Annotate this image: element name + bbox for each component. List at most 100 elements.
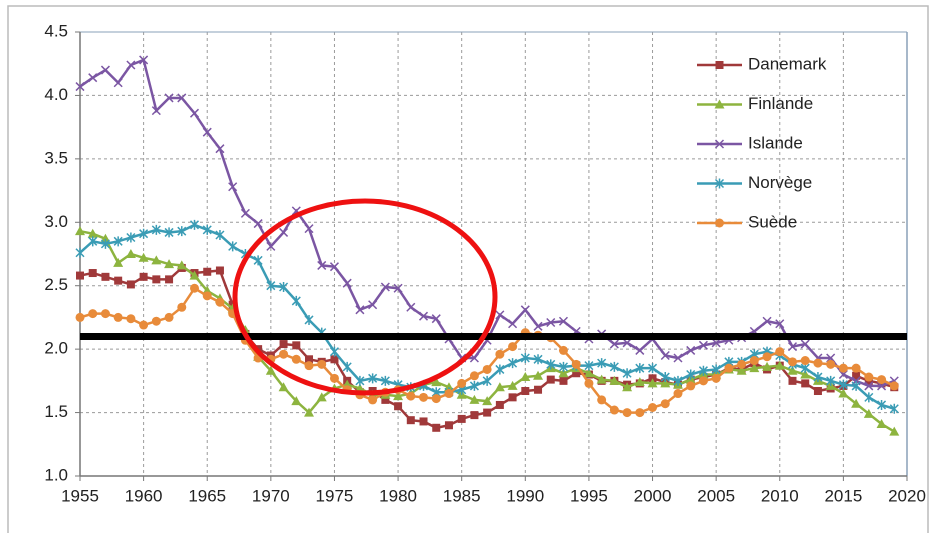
marker <box>813 387 822 396</box>
marker <box>381 395 390 404</box>
marker <box>838 388 849 398</box>
marker <box>660 372 670 383</box>
marker <box>432 423 441 432</box>
marker <box>826 375 836 386</box>
marker <box>801 379 810 388</box>
x-tick-label: 1985 <box>443 486 481 505</box>
marker <box>609 375 620 385</box>
marker <box>444 389 454 399</box>
marker <box>368 300 378 310</box>
marker <box>75 247 85 258</box>
marker <box>673 375 683 386</box>
marker <box>864 392 874 403</box>
marker <box>534 385 543 394</box>
marker <box>648 402 658 412</box>
marker <box>354 383 365 393</box>
marker <box>546 375 555 384</box>
marker <box>852 371 861 380</box>
x-tick-label: 2010 <box>761 486 799 505</box>
marker <box>139 228 149 239</box>
marker <box>482 396 493 406</box>
marker <box>317 359 327 369</box>
marker <box>75 82 85 92</box>
marker <box>521 387 530 396</box>
marker <box>711 373 721 383</box>
marker <box>533 354 543 365</box>
marker <box>240 208 250 218</box>
marker <box>152 275 161 284</box>
marker <box>202 127 212 137</box>
y-tick-label: 3.5 <box>44 148 68 167</box>
marker <box>494 382 505 392</box>
marker <box>762 361 773 371</box>
marker <box>686 369 696 380</box>
marker <box>838 369 848 380</box>
marker <box>558 368 569 378</box>
marker <box>889 381 899 391</box>
legend-label: Finlande <box>748 94 813 113</box>
marker <box>724 363 734 373</box>
marker <box>673 389 683 399</box>
marker <box>164 227 174 238</box>
marker <box>698 365 708 376</box>
marker <box>597 358 607 369</box>
marker <box>393 283 403 293</box>
marker <box>749 363 760 373</box>
marker <box>698 340 708 350</box>
x-tick-label: 1955 <box>61 486 99 505</box>
marker <box>177 93 187 103</box>
marker <box>864 381 874 391</box>
marker <box>609 405 619 415</box>
marker <box>483 408 492 417</box>
marker <box>317 260 327 270</box>
legend-label: Danemark <box>748 54 827 73</box>
marker <box>714 99 725 109</box>
marker <box>826 359 836 369</box>
marker <box>189 219 200 230</box>
marker <box>304 361 314 371</box>
marker <box>368 373 378 384</box>
marker <box>508 393 517 402</box>
marker <box>406 302 416 312</box>
marker <box>215 297 225 307</box>
marker <box>406 416 415 425</box>
marker <box>329 346 339 357</box>
marker <box>126 280 135 289</box>
marker <box>673 353 683 363</box>
legend-label: Suède <box>748 212 797 231</box>
marker <box>203 267 212 276</box>
marker <box>609 339 619 349</box>
marker <box>838 379 848 390</box>
marker <box>469 394 480 404</box>
marker <box>394 402 403 411</box>
marker <box>418 311 429 321</box>
marker <box>495 364 505 375</box>
marker <box>508 358 518 369</box>
marker <box>151 316 161 326</box>
x-tick-label: 1960 <box>125 486 163 505</box>
marker <box>533 370 544 380</box>
marker <box>715 218 724 228</box>
marker <box>660 350 670 361</box>
marker <box>863 408 874 418</box>
x-tick-label: 1975 <box>316 486 354 505</box>
marker <box>711 364 721 375</box>
marker <box>266 241 276 251</box>
marker <box>164 312 174 322</box>
marker <box>762 316 772 326</box>
marker <box>469 380 479 391</box>
marker <box>202 291 212 301</box>
marker <box>431 394 441 404</box>
marker <box>151 224 161 235</box>
marker <box>76 271 84 280</box>
marker <box>508 342 518 352</box>
marker <box>775 347 785 357</box>
marker <box>101 272 110 281</box>
marker <box>877 399 887 410</box>
marker <box>126 232 136 243</box>
marker <box>431 377 442 387</box>
marker <box>215 266 224 275</box>
marker <box>88 309 98 319</box>
marker <box>316 392 327 402</box>
